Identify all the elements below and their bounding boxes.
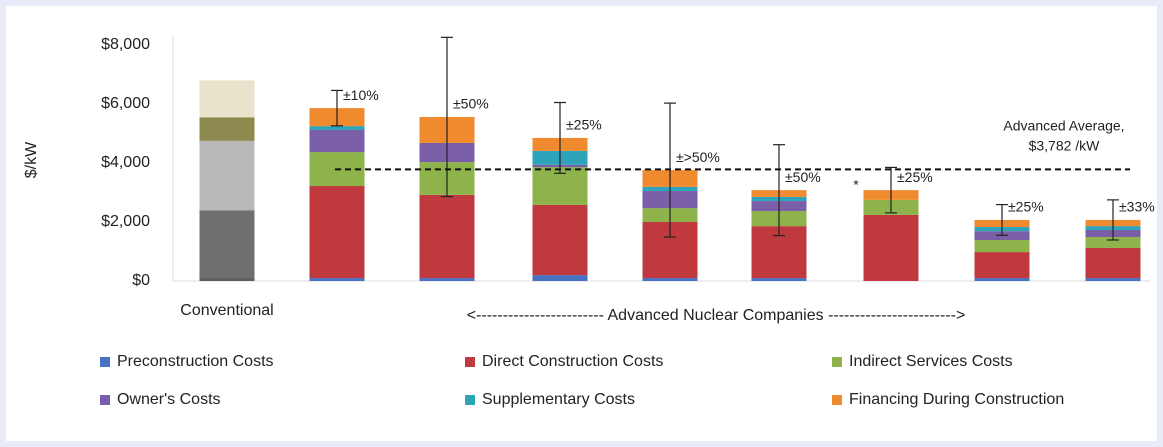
y-axis-label: $/kW — [23, 141, 40, 178]
marker-label: * — [853, 177, 859, 193]
bar-segment — [532, 204, 588, 276]
y-tick-label: $6,000 — [101, 95, 150, 112]
group-label: <------------------------ Advanced Nucle… — [467, 307, 966, 324]
bar-segment — [863, 214, 919, 281]
bar-segment — [532, 275, 588, 281]
y-tick-label: $8,000 — [101, 36, 150, 53]
error-label: ±10% — [343, 87, 379, 103]
bar-segment — [199, 80, 255, 118]
bar-segment — [419, 194, 475, 279]
error-label: ±25% — [897, 169, 933, 185]
error-label: ±25% — [566, 117, 602, 133]
bar-segment — [751, 278, 807, 281]
bar-segment — [199, 210, 255, 279]
bar-segment — [1085, 237, 1141, 248]
bar-segment — [974, 239, 1030, 253]
y-tick-label: $2,000 — [101, 213, 150, 230]
legend-swatch — [465, 357, 475, 367]
legend-label: Preconstruction Costs — [117, 353, 274, 370]
legend-label: Supplementary Costs — [482, 391, 635, 408]
legend-swatch — [100, 357, 110, 367]
legend-swatch — [465, 395, 475, 405]
reference-label: $3,782 /kW — [1029, 138, 1101, 154]
bar-segment — [974, 278, 1030, 281]
reference-label: Advanced Average, — [1003, 118, 1124, 134]
legend-label: Owner's Costs — [117, 391, 221, 408]
bar-segment — [974, 252, 1030, 279]
error-label: ±>50% — [676, 149, 720, 165]
legend-swatch — [832, 357, 842, 367]
bar-segment — [199, 140, 255, 211]
bar-segment — [309, 186, 365, 279]
bar-segment — [1085, 278, 1141, 281]
bar-segment — [642, 278, 698, 281]
bar-segment — [1085, 247, 1141, 279]
legend-label: Indirect Services Costs — [849, 353, 1013, 370]
legend-swatch — [832, 395, 842, 405]
bar-segment — [199, 117, 255, 141]
error-label: ±50% — [453, 96, 489, 112]
legend-label: Direct Construction Costs — [482, 353, 663, 370]
bar-segment — [309, 129, 365, 153]
error-label: ±33% — [1119, 199, 1155, 215]
legend-label: Financing During Construction — [849, 391, 1064, 408]
error-label: ±25% — [1008, 199, 1044, 215]
bar-segment — [419, 278, 475, 281]
error-label: ±50% — [785, 169, 821, 185]
y-tick-label: $0 — [132, 272, 150, 289]
y-tick-label: $4,000 — [101, 154, 150, 171]
bar-segment — [309, 278, 365, 281]
bar-segment — [309, 126, 365, 130]
x-tick-label: Conventional — [180, 302, 273, 319]
legend-swatch — [100, 395, 110, 405]
bar-segment — [199, 278, 255, 281]
